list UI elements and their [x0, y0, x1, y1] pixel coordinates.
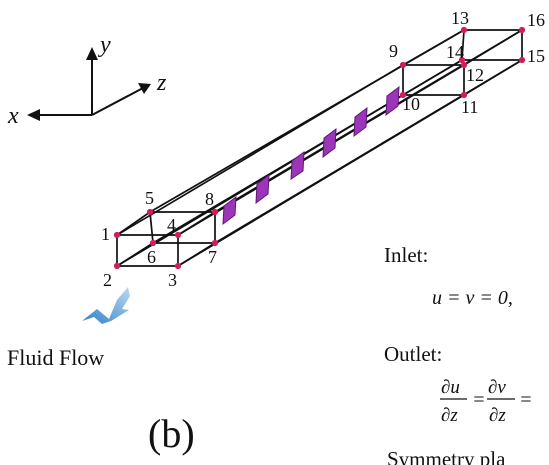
node-14-marker [460, 61, 468, 69]
node-11-marker [460, 91, 468, 99]
node-5-marker [146, 208, 154, 216]
outlet-denominator-2: ∂z [489, 405, 506, 426]
node-label-10: 10 [402, 94, 420, 114]
node-15-marker [518, 56, 526, 64]
axis-z-line [91, 87, 144, 116]
node-label-7: 7 [208, 247, 217, 267]
plane-5 [353, 106, 368, 138]
node-label-3: 3 [168, 270, 177, 290]
node-4-marker [174, 231, 182, 239]
plane-4 [322, 127, 337, 159]
axis-y-label: y [98, 32, 111, 58]
axis-x-label: x [7, 103, 19, 129]
node-label-12: 12 [466, 65, 484, 85]
node-16-marker [518, 26, 526, 34]
node-10-marker [399, 91, 407, 99]
fluid-flow-indicator: Fluid Flow [7, 287, 130, 370]
node-label-15: 15 [527, 46, 545, 66]
axis-z-arrowhead [138, 83, 151, 94]
axis-z-label: z [156, 70, 167, 96]
axis-y-arrowhead [86, 47, 98, 60]
inlet-title: Inlet: [384, 243, 428, 267]
node-7-marker [211, 239, 219, 247]
outlet-equals-1: = [472, 389, 486, 411]
node-label-5: 5 [145, 188, 154, 208]
node-12-marker [458, 56, 466, 64]
edge-4-14 [177, 64, 465, 236]
node-3-marker [174, 262, 182, 270]
node-labels: 1 2 3 4 5 6 7 8 9 10 11 12 13 14 15 16 [101, 8, 545, 290]
boundary-condition-panel: Inlet: u = v = 0, Outlet: ∂u ∂z = ∂v ∂z … [384, 243, 533, 465]
edge-5-13 [149, 29, 465, 213]
node-label-16: 16 [527, 10, 545, 30]
edge-6-12 [152, 59, 463, 244]
plane-3 [290, 150, 305, 180]
node-label-14: 14 [446, 42, 464, 62]
plane-1 [222, 195, 237, 226]
node-label-4: 4 [167, 215, 176, 235]
node-6-marker [149, 239, 157, 247]
outlet-numerator-2: ∂v [488, 377, 506, 398]
fluid-flow-label: Fluid Flow [7, 345, 104, 370]
inlet-equation: u = v = 0, [432, 287, 513, 309]
edge-12-13 [461, 29, 465, 61]
node-13-marker [460, 26, 468, 34]
node-label-8: 8 [205, 189, 214, 209]
outlet-denominator-1: ∂z [441, 405, 458, 426]
node-label-9: 9 [389, 41, 398, 61]
node-label-13: 13 [451, 8, 469, 28]
panel-label: (b) [148, 411, 195, 456]
symmetry-title: Symmetry pla [387, 447, 506, 465]
cross-section-planes [222, 85, 400, 226]
node-8-marker [211, 208, 219, 216]
outlet-numerator-1: ∂u [441, 377, 460, 398]
outlet-equals-2: = [519, 389, 533, 411]
plane-6 [385, 85, 400, 117]
edge-7-15 [214, 59, 523, 244]
edge-6-5 [149, 211, 154, 244]
fluid-flow-arrow [82, 287, 130, 324]
node-markers [113, 26, 526, 270]
plane-2 [255, 173, 270, 205]
node-1-marker [113, 231, 121, 239]
coordinate-axes: y x z [7, 32, 167, 129]
node-9-marker [399, 61, 407, 69]
axis-x-arrowhead [27, 109, 40, 121]
outlet-title: Outlet: [384, 342, 442, 366]
node-label-11: 11 [461, 97, 478, 117]
node-label-6: 6 [147, 247, 156, 267]
node-2-marker [113, 262, 121, 270]
node-label-1: 1 [101, 224, 110, 244]
node-label-2: 2 [103, 270, 112, 290]
